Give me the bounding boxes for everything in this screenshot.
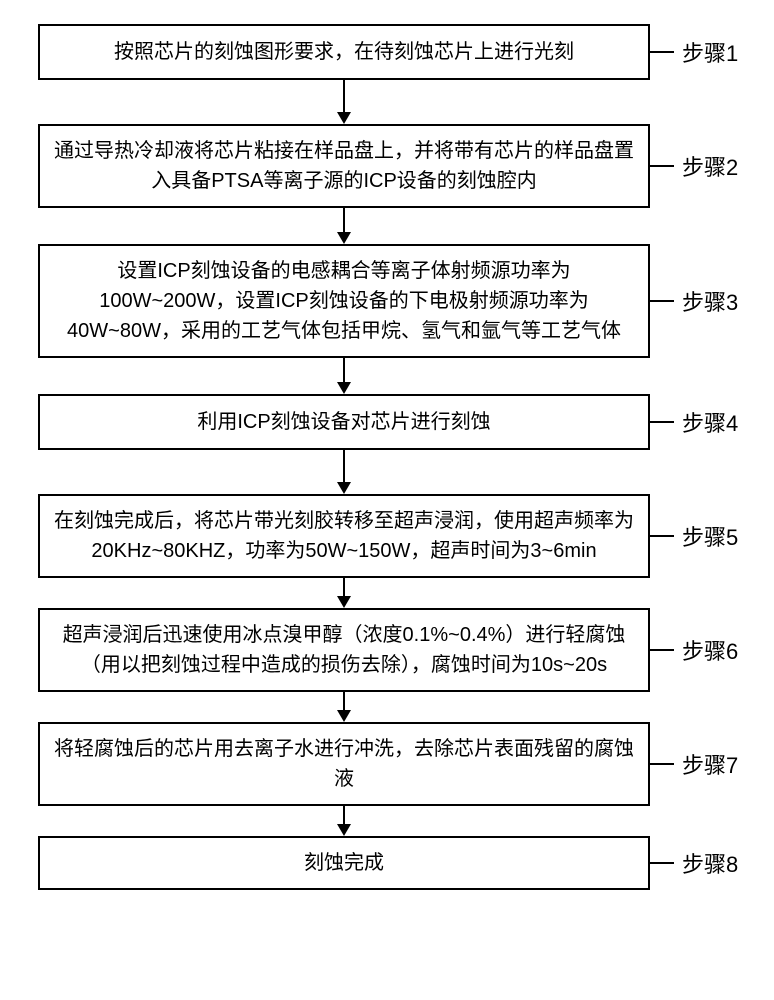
step-box-4: 利用ICP刻蚀设备对芯片进行刻蚀 <box>38 394 650 450</box>
arrow-head-icon <box>337 482 351 494</box>
arrow-head-icon <box>337 710 351 722</box>
arrow-connector <box>38 80 650 124</box>
step-label-3: 步骤3 <box>682 285 738 317</box>
step-row-2: 通过导热冷却液将芯片粘接在样品盘上，并将带有芯片的样品盘置入具备PTSA等离子源… <box>38 124 774 208</box>
label-connector-line <box>650 51 674 53</box>
step-row-6: 超声浸润后迅速使用冰点溴甲醇（浓度0.1%~0.4%）进行轻腐蚀（用以把刻蚀过程… <box>38 608 774 692</box>
step-box-1: 按照芯片的刻蚀图形要求，在待刻蚀芯片上进行光刻 <box>38 24 650 80</box>
step-label-1: 步骤1 <box>682 36 738 68</box>
arrow-head-icon <box>337 232 351 244</box>
arrow-head-icon <box>337 112 351 124</box>
label-connector-line <box>650 649 674 651</box>
arrow-connector <box>38 208 650 244</box>
step-label-5: 步骤5 <box>682 520 738 552</box>
step-row-7: 将轻腐蚀后的芯片用去离子水进行冲洗，去除芯片表面残留的腐蚀液步骤7 <box>38 722 774 806</box>
arrow-head-icon <box>337 382 351 394</box>
step-row-8: 刻蚀完成步骤8 <box>38 836 774 890</box>
arrow-line <box>343 358 345 382</box>
arrow-head-icon <box>337 596 351 608</box>
step-box-3: 设置ICP刻蚀设备的电感耦合等离子体射频源功率为100W~200W，设置ICP刻… <box>38 244 650 358</box>
step-label-2: 步骤2 <box>682 150 738 182</box>
step-label-4: 步骤4 <box>682 406 738 438</box>
step-row-4: 利用ICP刻蚀设备对芯片进行刻蚀步骤4 <box>38 394 774 450</box>
label-connector-line <box>650 421 674 423</box>
step-box-8: 刻蚀完成 <box>38 836 650 890</box>
arrow-connector <box>38 578 650 608</box>
arrow-line <box>343 450 345 482</box>
step-box-5: 在刻蚀完成后，将芯片带光刻胶转移至超声浸润，使用超声频率为20KHz~80KHZ… <box>38 494 650 578</box>
arrow-connector <box>38 450 650 494</box>
arrow-connector <box>38 692 650 722</box>
step-label-8: 步骤8 <box>682 847 738 879</box>
label-connector-line <box>650 763 674 765</box>
arrow-line <box>343 692 345 710</box>
arrow-connector <box>38 358 650 394</box>
label-connector-line <box>650 535 674 537</box>
step-row-1: 按照芯片的刻蚀图形要求，在待刻蚀芯片上进行光刻步骤1 <box>38 24 774 80</box>
step-label-6: 步骤6 <box>682 634 738 666</box>
step-box-7: 将轻腐蚀后的芯片用去离子水进行冲洗，去除芯片表面残留的腐蚀液 <box>38 722 650 806</box>
arrow-line <box>343 806 345 824</box>
arrow-connector <box>38 806 650 836</box>
step-label-7: 步骤7 <box>682 748 738 780</box>
step-row-5: 在刻蚀完成后，将芯片带光刻胶转移至超声浸润，使用超声频率为20KHz~80KHZ… <box>38 494 774 578</box>
arrow-line <box>343 208 345 232</box>
arrow-line <box>343 80 345 112</box>
label-connector-line <box>650 862 674 864</box>
step-row-3: 设置ICP刻蚀设备的电感耦合等离子体射频源功率为100W~200W，设置ICP刻… <box>38 244 774 358</box>
label-connector-line <box>650 300 674 302</box>
flowchart-container: 按照芯片的刻蚀图形要求，在待刻蚀芯片上进行光刻步骤1 通过导热冷却液将芯片粘接在样… <box>0 0 774 1000</box>
label-connector-line <box>650 165 674 167</box>
arrow-line <box>343 578 345 596</box>
step-box-2: 通过导热冷却液将芯片粘接在样品盘上，并将带有芯片的样品盘置入具备PTSA等离子源… <box>38 124 650 208</box>
arrow-head-icon <box>337 824 351 836</box>
step-box-6: 超声浸润后迅速使用冰点溴甲醇（浓度0.1%~0.4%）进行轻腐蚀（用以把刻蚀过程… <box>38 608 650 692</box>
